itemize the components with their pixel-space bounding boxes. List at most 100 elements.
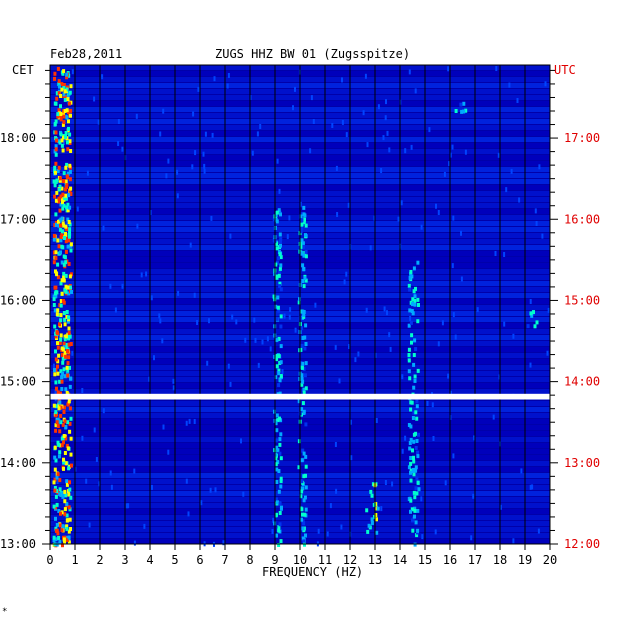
heatmap-cell — [391, 481, 394, 487]
heatmap-cell — [66, 319, 70, 324]
heatmap-cell — [176, 169, 179, 175]
heatmap-cell — [447, 373, 450, 379]
heatmap-cell — [161, 338, 164, 344]
heatmap-cell — [279, 255, 283, 260]
heatmap-cell — [277, 469, 281, 473]
y-right-tick-label: 14:00 — [564, 375, 600, 389]
y-right-tick-label: 15:00 — [564, 293, 600, 307]
heatmap-cell — [61, 192, 65, 197]
heatmap-cell — [372, 502, 376, 507]
heatmap-cell — [55, 386, 58, 391]
heatmap-cell — [54, 222, 58, 227]
heatmap-cell — [69, 149, 73, 153]
heatmap-cell — [231, 314, 234, 320]
heatmap-cell — [416, 450, 420, 455]
heatmap-cell — [409, 468, 413, 473]
heatmap-cell — [63, 236, 66, 240]
heatmap-cell — [66, 217, 70, 222]
heatmap-cell — [277, 528, 281, 533]
heatmap-cell — [65, 310, 69, 314]
heatmap-cell — [66, 373, 70, 378]
heatmap-cell — [533, 324, 537, 329]
heatmap-cell — [59, 414, 63, 418]
heatmap-cell — [81, 388, 84, 393]
heatmap-cell — [417, 303, 420, 307]
heatmap-cell — [278, 378, 282, 383]
heatmap-cell — [278, 437, 282, 442]
heatmap-cell — [412, 439, 416, 444]
heatmap-cell — [415, 476, 419, 481]
heatmap-cell — [70, 463, 73, 468]
heatmap-cell — [300, 343, 304, 348]
heatmap-cell — [408, 287, 412, 292]
heatmap-cell — [274, 218, 278, 222]
x-tick-label: 10 — [293, 553, 307, 567]
heatmap-cell — [300, 373, 304, 378]
heatmap-cell — [121, 146, 124, 152]
heatmap-cell — [409, 270, 413, 274]
heatmap-cell — [57, 108, 61, 113]
heatmap-cell — [288, 314, 291, 320]
heatmap-cell — [244, 337, 247, 343]
heatmap-cell — [60, 379, 64, 384]
heatmap-cell — [302, 366, 306, 371]
heatmap-cell — [56, 341, 59, 346]
heatmap-cell — [279, 374, 283, 378]
heatmap-cell — [68, 365, 71, 370]
heatmap-cell — [57, 91, 61, 96]
heatmap-cell — [62, 120, 66, 125]
heatmap-cell — [451, 263, 454, 269]
heatmap-cell — [62, 171, 66, 176]
heatmap-cell — [69, 527, 72, 531]
heatmap-cell — [54, 349, 57, 354]
heatmap-cell — [59, 523, 62, 528]
heatmap-cell — [214, 487, 217, 493]
heatmap-cell — [275, 428, 279, 433]
heatmap-cell — [114, 307, 117, 313]
heatmap-cell — [65, 524, 69, 529]
heatmap-cell — [53, 165, 57, 170]
data-gap — [50, 393, 550, 400]
heatmap-cell — [304, 323, 308, 328]
heatmap-cell — [415, 399, 419, 404]
heatmap-cell — [535, 221, 538, 226]
heatmap-cell — [57, 79, 61, 84]
heatmap-cell — [412, 266, 416, 271]
heatmap-cell — [53, 324, 57, 329]
heatmap-cell — [401, 448, 404, 454]
heatmap-cell — [279, 539, 283, 544]
heatmap-cell — [203, 163, 206, 169]
heatmap-cell — [60, 528, 64, 533]
heatmap-cell — [69, 242, 73, 247]
heatmap-cell — [300, 382, 304, 387]
heatmap-cell — [301, 336, 305, 340]
heatmap-cell — [54, 212, 58, 217]
heatmap-cell — [69, 495, 73, 500]
heatmap-cell — [448, 161, 451, 167]
heatmap-cell — [63, 405, 66, 410]
heatmap-cell — [62, 111, 65, 116]
heatmap-cell — [377, 104, 380, 110]
heatmap-cell — [68, 384, 72, 389]
heatmap-cell — [191, 164, 194, 170]
heatmap-cell — [54, 458, 58, 463]
heatmap-cell — [140, 272, 143, 278]
heatmap-cell — [63, 196, 67, 201]
heatmap-cell — [81, 435, 84, 441]
heatmap-cell — [301, 361, 305, 366]
heatmap-cell — [64, 239, 68, 244]
heatmap-cell — [301, 241, 305, 246]
heatmap-cell — [54, 179, 58, 184]
heatmap-cell — [279, 314, 283, 319]
heatmap-cell — [529, 362, 532, 368]
heatmap-cell — [301, 512, 304, 517]
heatmap-cell — [62, 262, 66, 267]
heatmap-cell — [409, 438, 413, 442]
heatmap-cell — [55, 271, 58, 276]
heatmap-cell — [275, 354, 279, 358]
heatmap-cell — [452, 453, 455, 459]
frequency-gridlines — [74, 65, 526, 544]
heatmap-cell — [192, 111, 195, 117]
heatmap-cell — [288, 215, 291, 221]
heatmap-cell — [55, 290, 59, 295]
